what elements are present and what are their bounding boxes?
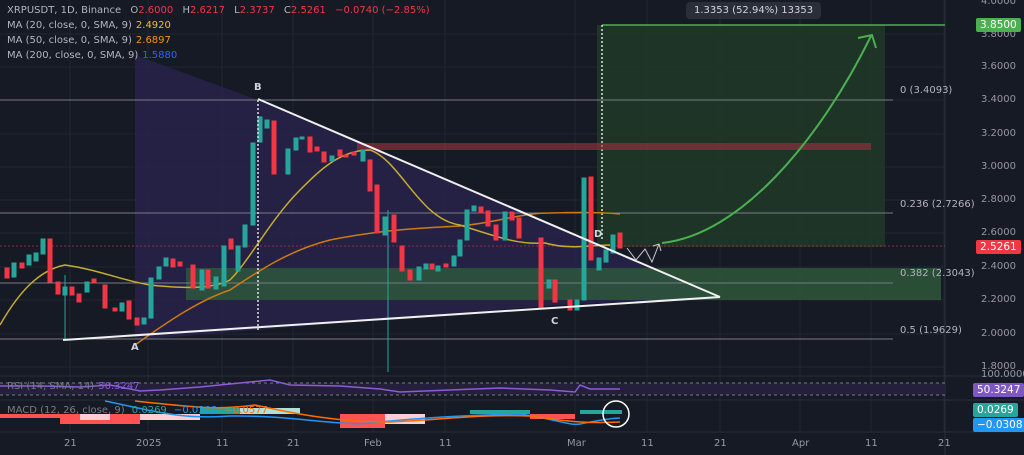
rsi-legend[interactable]: RSI (14, SMA, 14) 50.3247	[7, 381, 140, 392]
macd-hist-tag: 0.0269	[973, 403, 1018, 417]
fib-05-label: 0.5 (1.9629)	[900, 325, 962, 336]
projection-arrow[interactable]	[661, 35, 872, 244]
target-zone[interactable]	[597, 25, 885, 247]
change-value: −0.0740 (−2.85%)	[335, 5, 430, 16]
low-value: 2.3737	[239, 5, 275, 16]
ma200-legend[interactable]: MA (200, close, 0, SMA, 9) 1.5880	[7, 50, 178, 61]
support-zone[interactable]	[186, 268, 941, 300]
fib-0-label: 0 (3.4093)	[900, 85, 953, 96]
high-value: 2.6217	[189, 5, 225, 16]
macd-line	[104, 400, 621, 426]
point-d-label: D	[594, 229, 603, 240]
macd-legend[interactable]: MACD (12, 26, close, 9) 0.0269 −0.0308 −…	[7, 405, 268, 416]
close-value: 2.5261	[290, 5, 326, 16]
point-c-label: C	[551, 316, 559, 327]
point-a-label: A	[131, 342, 139, 353]
open-value: 2.6000	[138, 5, 174, 16]
rsi-value-tag: 50.3247	[973, 383, 1024, 397]
target-price-tag: 3.8500	[976, 18, 1021, 32]
rsi-line	[0, 379, 620, 393]
macd-signal-line	[134, 400, 621, 424]
fib-lines	[0, 99, 893, 340]
ma50-legend[interactable]: MA (50, close, 0, SMA, 9) 2.6897	[7, 35, 171, 46]
fib-0236-label: 0.236 (2.7266)	[900, 199, 975, 210]
point-b-label: B	[254, 82, 262, 93]
macd-highlight-circle	[602, 400, 630, 428]
ma20-legend[interactable]: MA (20, close, 0, SMA, 9) 2.4920	[7, 20, 171, 31]
triangle-pattern[interactable]	[62, 98, 721, 341]
ma20-line	[0, 149, 611, 326]
symbol-line: XRPUSDT, 1D, Binance	[7, 5, 122, 16]
projection-zigzag[interactable]	[626, 243, 660, 264]
last-price-tag: 2.5261	[976, 240, 1021, 254]
candles	[4, 116, 623, 372]
symbol-legend[interactable]: XRPUSDT, 1D, Binance O2.6000 H2.6217 L2.…	[7, 5, 430, 16]
macd-line-tag: −0.0308	[973, 418, 1024, 432]
resistance-zone[interactable]	[357, 143, 871, 150]
fib-0382-label: 0.382 (2.3043)	[900, 268, 975, 279]
measure-tooltip: 1.3353 (52.94%) 13353	[686, 2, 822, 19]
